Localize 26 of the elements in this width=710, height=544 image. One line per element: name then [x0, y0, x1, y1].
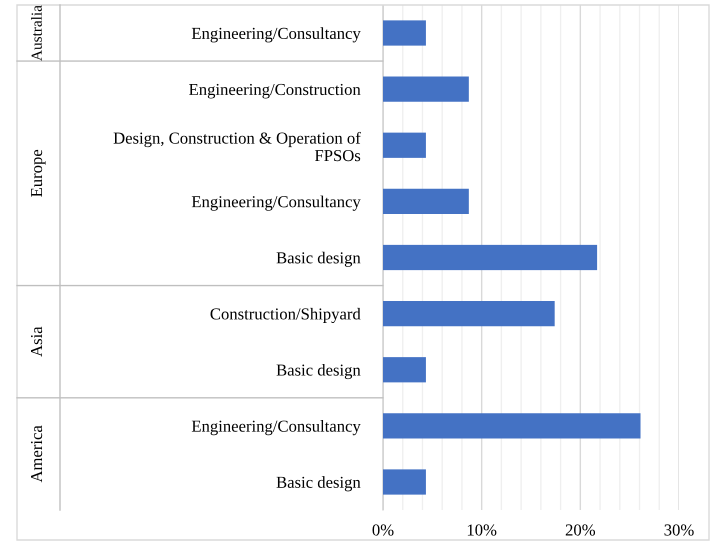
- y-tick-label: Construction/Shipyard: [210, 308, 361, 323]
- text: Europe: [31, 150, 46, 197]
- text: Asia: [30, 326, 42, 357]
- bar: [383, 188, 469, 214]
- y-tick-label: Engineering/Consultancy: [192, 420, 361, 436]
- x-tick-label: 10%: [468, 524, 496, 536]
- y-tick-label: Design, Construction & Operation of FPSOs: [114, 132, 361, 162]
- x-tick-label: 0%: [372, 524, 394, 536]
- bar: [383, 132, 426, 158]
- bar: [383, 244, 598, 270]
- bar: [383, 413, 641, 438]
- text: America: [30, 425, 42, 482]
- bar: [383, 20, 426, 46]
- y-tick-label: Basic design: [276, 364, 361, 380]
- bar: [383, 300, 555, 326]
- x-tick-label: 20%: [566, 524, 596, 536]
- bar: [383, 76, 469, 102]
- text: Australia: [31, 5, 42, 61]
- y-tick-label: Basic design: [276, 476, 361, 492]
- y-tick-label: Engineering/Consultancy: [192, 27, 361, 42]
- y-tick-label: Engineering/Consultancy: [192, 196, 361, 211]
- bar: [383, 357, 426, 382]
- x-tick-label: 30%: [664, 524, 694, 536]
- y-tick-label: Engineering/Construction: [189, 84, 361, 99]
- bar: [383, 469, 426, 495]
- y-tick-label: Basic design: [276, 252, 361, 267]
